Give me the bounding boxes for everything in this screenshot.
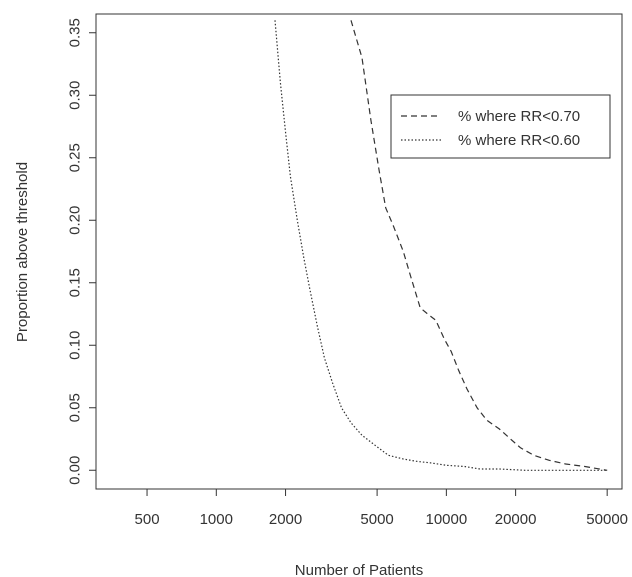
y-tick-label: 0.20 xyxy=(67,206,84,235)
y-tick-label: 0.35 xyxy=(67,18,84,47)
x-tick-label: 20000 xyxy=(495,511,537,528)
y-axis-title: Proportion above threshold xyxy=(14,162,31,342)
y-tick-label: 0.30 xyxy=(67,81,84,110)
legend-box xyxy=(390,94,611,159)
x-tick-label: 2000 xyxy=(269,511,302,528)
x-tick-label: 10000 xyxy=(426,511,468,528)
x-tick-label: 5000 xyxy=(360,511,393,528)
x-axis-title: Number of Patients xyxy=(295,562,423,577)
plot-area xyxy=(95,13,623,490)
y-tick-label: 0.15 xyxy=(67,268,84,297)
x-tick-label: 1000 xyxy=(200,511,233,528)
series-line-rr-060 xyxy=(274,20,608,471)
legend-label-rr-070: % where RR<0.70 xyxy=(458,108,580,125)
x-tick-label: 500 xyxy=(135,511,160,528)
y-tick-label: 0.10 xyxy=(67,331,84,360)
legend: % where RR<0.70 % where RR<0.60 xyxy=(390,94,611,159)
y-axis: 0.00 0.05 0.10 0.15 0.20 0.25 0.30 0.35 xyxy=(67,18,96,485)
legend-label-rr-060: % where RR<0.60 xyxy=(458,132,580,149)
y-tick-label: 0.00 xyxy=(67,456,84,485)
x-tick-label: 50000 xyxy=(586,511,628,528)
series-line-rr-070 xyxy=(350,20,608,471)
x-axis: 500 1000 2000 5000 10000 20000 50000 xyxy=(135,489,628,528)
series-layer xyxy=(274,20,608,471)
y-tick-label: 0.05 xyxy=(67,393,84,422)
y-tick-label: 0.25 xyxy=(67,143,84,172)
